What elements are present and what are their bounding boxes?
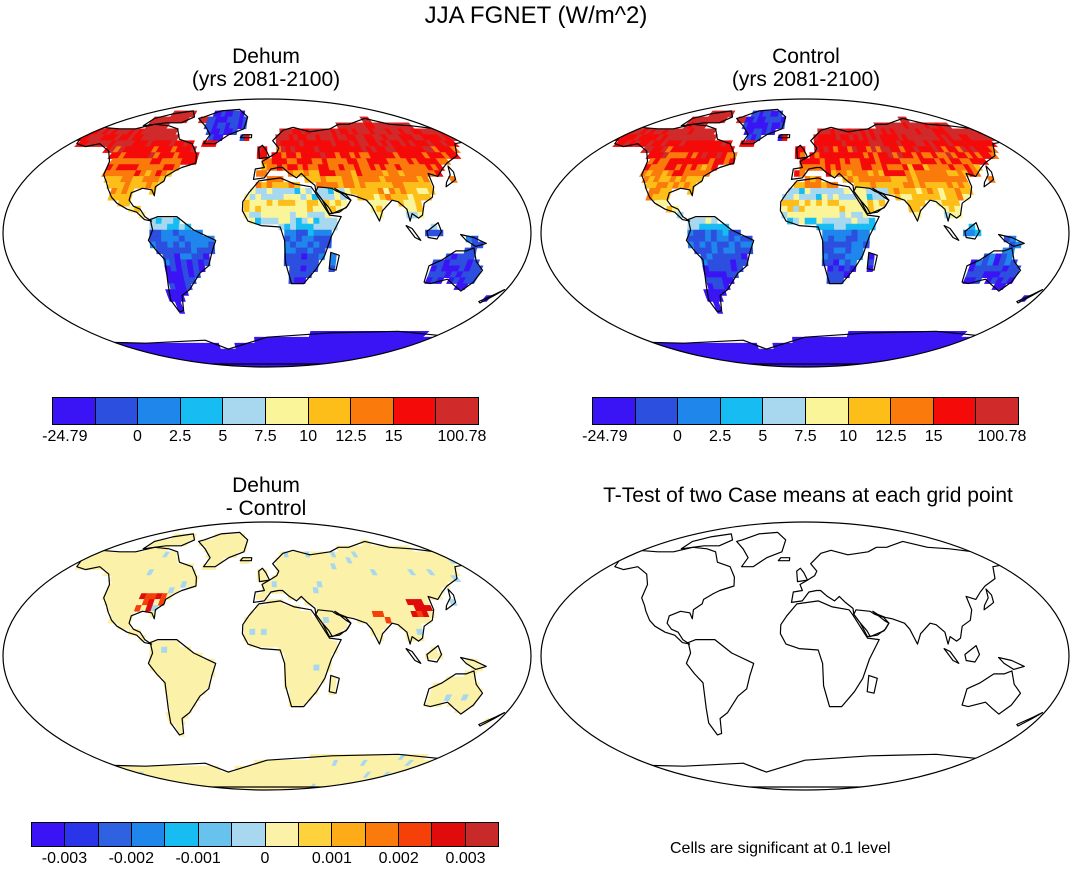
colorbar-dehum-swatch (436, 398, 478, 424)
map-control-field (612, 110, 1031, 367)
colorbar-control-swatch (891, 398, 934, 424)
colorbar-dehum-tick-label: 12.5 (335, 428, 367, 445)
colorbar-difference-swatch (132, 823, 166, 846)
map-difference-border (2, 521, 532, 791)
figure-title: JJA FGNET (W/m^2) (424, 2, 648, 29)
map-dehum-border (2, 98, 532, 368)
colorbar-control-swatch (805, 398, 849, 424)
colorbar-dehum-swatch (138, 398, 181, 424)
map-dehum-field (74, 110, 493, 367)
colorbar-difference-swatch (398, 823, 433, 846)
colorbar-dehum-swatch (308, 398, 352, 424)
significance-footnote: Cells are significant at 0.1 level (670, 840, 891, 857)
colorbar-dehum-swatch (95, 398, 139, 424)
colorbar-difference-tick-label: -0.001 (175, 850, 221, 867)
colorbar-dehum-tick-label: 7.5 (254, 428, 277, 445)
colorbar-difference-labels: -0.003 -0.002 -0.001 0 0.001 0.002 0.003 (31, 850, 499, 870)
panel-control-title-line1: Control (772, 45, 840, 68)
colorbar-control-tick-label: 0 (672, 428, 682, 445)
colorbar-dehum-swatch (180, 398, 224, 424)
colorbar-difference-swatch (365, 823, 399, 846)
map-control-coastlines (614, 108, 1044, 365)
colorbar-difference-tick-label: 0.001 (311, 850, 352, 867)
colorbar-difference-swatch (298, 823, 333, 846)
colorbar-difference-swatch (98, 823, 133, 846)
colorbar-difference-swatch (198, 823, 233, 846)
colorbar-control-swatch (678, 398, 721, 424)
panel-control-title: Control (yrs 2081-2100) (646, 45, 966, 91)
panel-ttest-title-line1: T-Test of two Case means at each grid po… (603, 484, 1013, 507)
map-control-border (540, 98, 1070, 368)
colorbar-difference-tick-label: -0.003 (41, 850, 88, 867)
colorbar-control-tick-label: -24.79 (582, 428, 628, 445)
colorbar-control-swatch (763, 398, 806, 424)
colorbar-dehum-swatch (351, 398, 394, 424)
map-dehum (2, 98, 532, 368)
colorbar-difference-swatch (32, 823, 66, 846)
colorbar-difference-swatch (165, 823, 199, 846)
colorbar-control-swatch (848, 398, 892, 424)
map-ttest-coastlines (614, 531, 1044, 788)
panel-dehum-title-line2: (yrs 2081-2100) (191, 68, 341, 91)
colorbar-difference-tick-label: 0.003 (445, 850, 486, 867)
colorbar-dehum-tick-label: 10 (299, 428, 318, 445)
panel-dehum-title-line1: Dehum (232, 45, 300, 68)
colorbar-difference (31, 822, 499, 847)
colorbar-control-tick-label: 2.5 (708, 428, 732, 445)
map-dehum-coastlines (76, 108, 506, 365)
colorbar-dehum-tick-label: 5 (218, 428, 228, 445)
colorbar-difference-swatch (65, 823, 99, 846)
colorbar-dehum-tick-label: -24.79 (42, 428, 88, 445)
colorbar-difference-swatch (332, 823, 366, 846)
panel-control-title-line2: (yrs 2081-2100) (731, 68, 881, 91)
map-ttest-border (540, 521, 1070, 791)
colorbar-dehum-swatch (223, 398, 266, 424)
colorbar-difference-swatch (465, 823, 499, 846)
panel-difference-title-line1: Dehum (232, 474, 300, 497)
colorbar-difference-tick-label: 0 (260, 850, 270, 867)
panel-difference-title: Dehum - Control (106, 474, 426, 520)
colorbar-control-tick-label: 10 (839, 428, 858, 445)
colorbar-difference-tick-label: -0.002 (108, 850, 154, 867)
colorbar-control (592, 397, 1019, 425)
colorbar-dehum-tick-label: 100.78 (437, 428, 487, 445)
map-difference-field (74, 533, 493, 790)
colorbar-difference-swatch (232, 823, 266, 846)
colorbar-difference-swatch (265, 823, 299, 846)
colorbar-dehum-swatch (53, 398, 96, 424)
colorbar-control-swatch (635, 398, 679, 424)
colorbar-control-swatch (593, 398, 636, 424)
panel-ttest-title: T-Test of two Case means at each grid po… (560, 484, 1056, 507)
colorbar-control-tick-label: 100.78 (977, 428, 1027, 445)
colorbar-control-swatch (720, 398, 764, 424)
colorbar-dehum (52, 397, 479, 425)
panel-dehum-title: Dehum (yrs 2081-2100) (106, 45, 426, 91)
panel-difference-title-line2: - Control (225, 497, 307, 520)
colorbar-control-labels: -24.79 0 2.5 5 7.5 10 12.5 15 100.78 (582, 428, 1026, 448)
colorbar-difference-tick-label: 0.002 (378, 850, 419, 867)
map-control (540, 98, 1070, 368)
map-ttest (540, 521, 1070, 791)
colorbar-control-tick-label: 15 (924, 428, 943, 445)
colorbar-dehum-swatch (393, 398, 437, 424)
colorbar-control-tick-label: 5 (758, 428, 768, 445)
colorbar-control-swatch (976, 398, 1018, 424)
colorbar-control-tick-label: 12.5 (875, 428, 907, 445)
colorbar-dehum-tick-label: 0 (132, 428, 142, 445)
colorbar-difference-swatch (432, 823, 466, 846)
colorbar-control-tick-label: 7.5 (794, 428, 817, 445)
colorbar-dehum-labels: -24.79 0 2.5 5 7.5 10 12.5 15 100.78 (42, 428, 486, 448)
colorbar-control-swatch (933, 398, 977, 424)
colorbar-dehum-swatch (265, 398, 309, 424)
map-difference (2, 521, 532, 791)
colorbar-dehum-tick-label: 15 (384, 428, 403, 445)
colorbar-dehum-tick-label: 2.5 (168, 428, 192, 445)
